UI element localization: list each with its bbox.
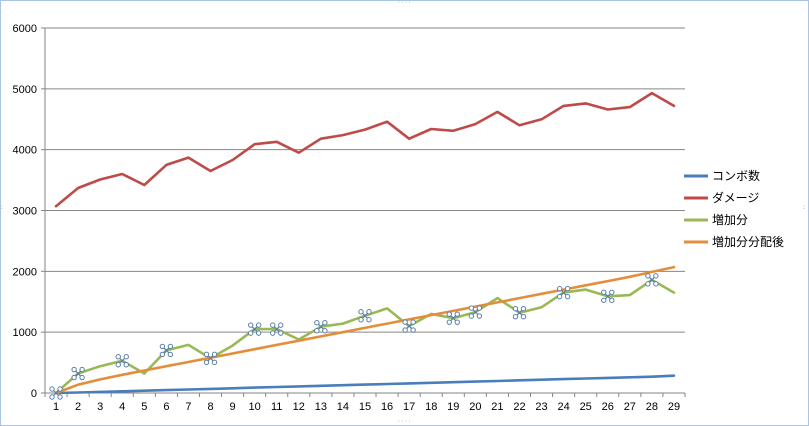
data-point-marker[interactable] [358,309,372,323]
x-tick-label: 27 [624,401,636,413]
x-tick-label: 12 [293,401,305,413]
data-point-marker[interactable] [115,354,129,368]
data-point-marker[interactable] [71,366,85,381]
data-point-marker[interactable] [512,306,527,320]
data-point-marker[interactable] [402,319,416,333]
x-tick-label: 9 [230,401,236,413]
x-tick-label: 23 [535,401,547,413]
x-tick-label: 10 [249,401,261,413]
selection-markers[interactable] [49,273,659,400]
legend-label-3: 増加分分配後 [712,235,784,249]
data-point-marker[interactable] [270,322,284,336]
gridlines [45,27,685,333]
x-tick-label: 8 [207,401,213,413]
x-axis-ticks: 1 2 3 4 5 6 7 8 9 10 11 12 13 14 15 16 17 18 19 20 21 22 23 24 2… [44,393,686,413]
x-tick-label: 4 [119,401,125,413]
resize-handle-right[interactable]: : [802,204,806,211]
x-tick-label: 29 [668,401,680,413]
resize-handle-top[interactable]: ···· [397,0,412,6]
resize-handle-left[interactable]: : [0,204,4,211]
x-tick-label: 13 [315,401,327,413]
y-tick-label: 5000 [13,84,37,96]
data-point-marker[interactable] [247,322,262,336]
x-tick-label: 21 [491,401,503,413]
x-tick-label: 2 [75,401,81,413]
x-tick-label: 24 [557,401,569,413]
series-line-0[interactable] [54,374,676,395]
x-tick-label: 20 [469,401,481,413]
series-line-3[interactable] [54,265,676,395]
data-point-marker[interactable] [468,305,483,319]
x-tick-label: 14 [337,401,349,413]
x-tick-label: 7 [185,401,191,413]
x-tick-label: 22 [513,401,525,413]
data-point-marker[interactable] [645,273,659,287]
x-tick-label: 25 [580,401,592,413]
data-point-marker[interactable] [556,285,571,300]
y-tick-label: 3000 [13,206,37,218]
x-tick-label: 5 [141,401,147,413]
y-tick-label: 0 [31,388,37,400]
x-tick-label: 28 [646,401,658,413]
data-point-marker[interactable] [159,343,174,358]
x-tick-label: 19 [447,401,459,413]
series-line-2[interactable] [54,278,676,395]
y-axis-ticks: 0 1000 2000 3000 4000 5000 6000 [13,23,45,400]
legend-label-0: コンボ数 [712,168,760,183]
data-point-marker[interactable] [49,386,63,400]
data-point-marker[interactable] [601,289,615,303]
legend-label-2: 増加分 [712,213,748,227]
data-point-marker[interactable] [314,319,328,334]
series-lines [54,91,676,395]
x-tick-label: 16 [381,401,393,413]
y-tick-label: 2000 [13,266,37,278]
x-tick-label: 3 [97,401,103,413]
x-tick-label: 18 [425,401,437,413]
x-tick-label: 11 [271,401,282,413]
resize-handle-bottom[interactable]: ···· [397,418,412,425]
legend-label-1: ダメージ [712,190,759,205]
data-point-marker[interactable] [203,351,218,366]
x-tick-label: 26 [602,401,614,413]
data-point-marker[interactable] [446,311,460,325]
y-tick-label: 6000 [13,23,37,35]
x-tick-label: 17 [403,401,415,413]
x-tick-label: 15 [359,401,371,413]
y-tick-label: 4000 [13,145,37,157]
x-tick-label: 6 [163,401,169,413]
y-tick-label: 1000 [13,327,37,339]
series-line-1[interactable] [54,91,676,208]
x-tick-label: 1 [53,401,59,413]
